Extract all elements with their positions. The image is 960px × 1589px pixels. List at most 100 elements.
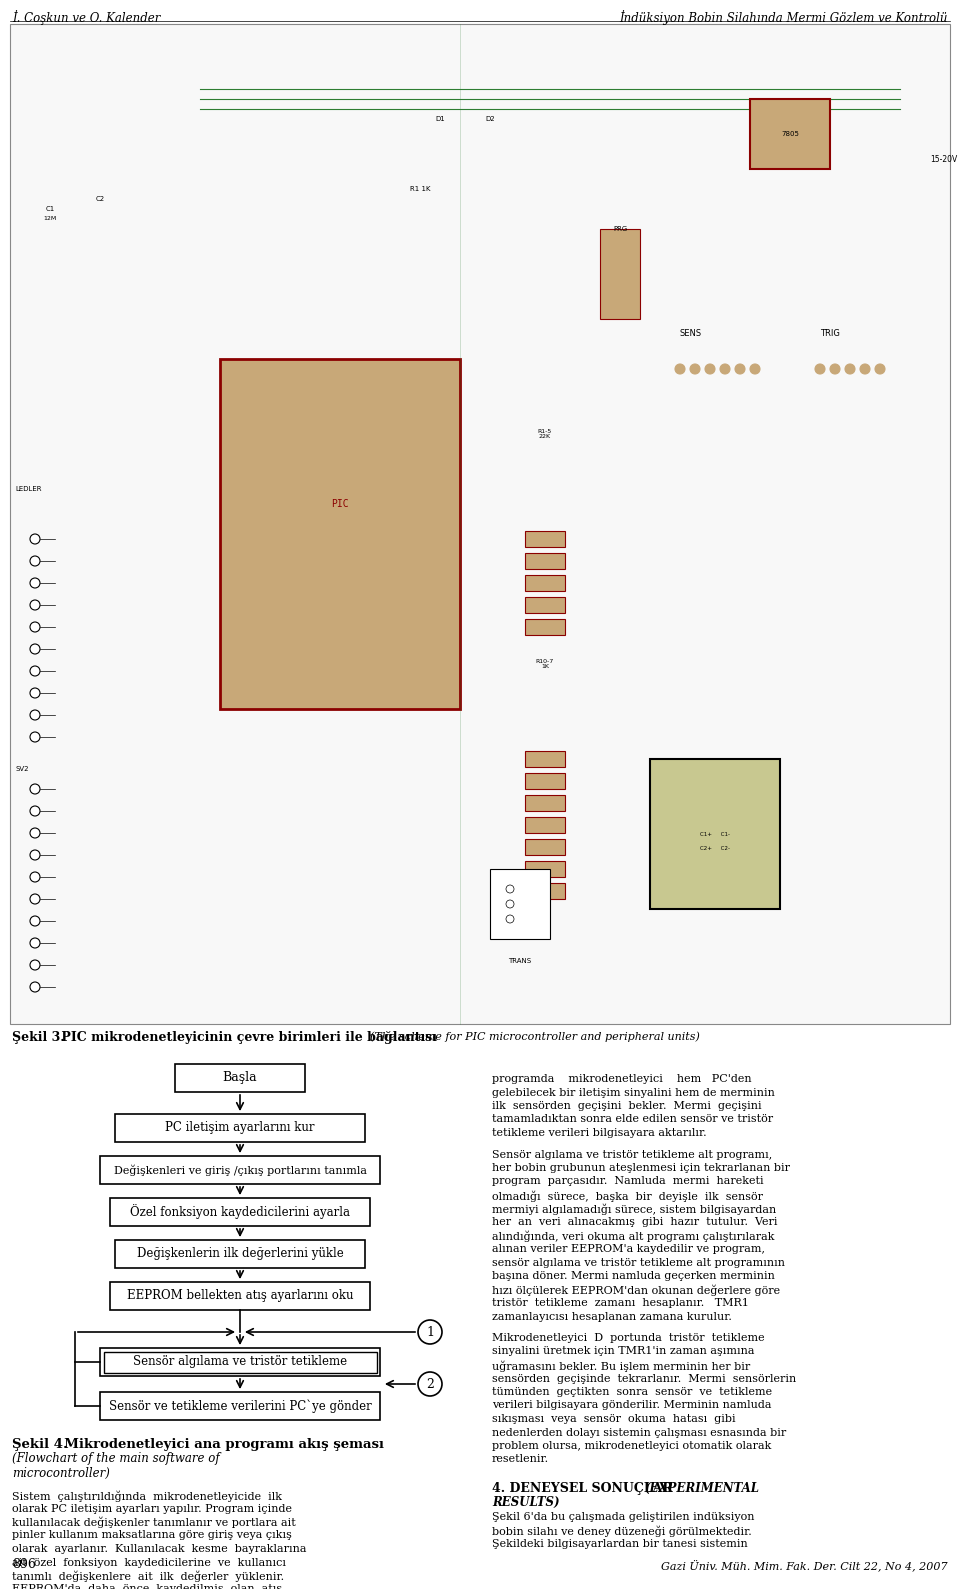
Bar (650, 760, 780, 909)
Text: PIC mikrodenetleyicinin çevre birimleri ile bağlantısı: PIC mikrodenetleyicinin çevre birimleri … (57, 1031, 442, 1044)
Circle shape (30, 621, 40, 632)
Bar (525, 794, 565, 810)
Bar (525, 597, 565, 613)
Text: tamamladıktan sonra elde edilen sensör ve tristör: tamamladıktan sonra elde edilen sensör v… (492, 1114, 773, 1125)
Bar (104, 1352, 376, 1373)
Text: D2: D2 (485, 116, 494, 122)
Text: resetlenir.: resetlenir. (492, 1454, 549, 1465)
Text: her bobin grubunun ateşlenmesi için tekrarlanan bir: her bobin grubunun ateşlenmesi için tekr… (492, 1163, 790, 1173)
Text: İ. Coşkun ve O. Kalender: İ. Coşkun ve O. Kalender (12, 10, 160, 25)
Text: tetikleme verileri bilgisayara aktarılır.: tetikleme verileri bilgisayara aktarılır… (492, 1128, 707, 1138)
Bar (525, 817, 565, 833)
Circle shape (30, 806, 40, 817)
Text: zamanlayıcısı hesaplanan zamana kurulur.: zamanlayıcısı hesaplanan zamana kurulur. (492, 1311, 732, 1322)
Text: sıkışması  veya  sensör  okuma  hatası  gibi: sıkışması veya sensör okuma hatası gibi (492, 1414, 735, 1424)
Circle shape (735, 364, 745, 373)
Text: Özel fonksiyon kaydedicilerini ayarla: Özel fonksiyon kaydedicilerini ayarla (130, 1204, 350, 1219)
Circle shape (30, 895, 40, 904)
Text: olarak  ayarlanır.  Kullanılacak  kesme  bayraklarına: olarak ayarlanır. Kullanılacak kesme bay… (12, 1545, 306, 1554)
Circle shape (30, 982, 40, 992)
Text: kullanılacak değişkenler tanımlanır ve portlara ait: kullanılacak değişkenler tanımlanır ve p… (12, 1517, 296, 1529)
Text: ilk  sensörden  geçişini  bekler.  Mermi  geçişini: ilk sensörden geçişini bekler. Mermi geç… (492, 1101, 761, 1111)
Text: (The scheme for PIC microcontroller and peripheral units): (The scheme for PIC microcontroller and … (370, 1031, 700, 1041)
Bar (525, 752, 565, 767)
Text: R1-5
22K: R1-5 22K (538, 429, 552, 440)
Circle shape (30, 601, 40, 610)
Bar (110, 1282, 370, 1309)
Text: alınan veriler EEPROM'a kaydedilir ve program,: alınan veriler EEPROM'a kaydedilir ve pr… (492, 1244, 765, 1254)
Bar (220, 359, 460, 709)
Text: başına döner. Mermi namluda geçerken merminin: başına döner. Mermi namluda geçerken mer… (492, 1271, 775, 1281)
Text: olmadığı  sürece,  başka  bir  deyişle  ilk  sensör: olmadığı sürece, başka bir deyişle ilk s… (492, 1190, 763, 1201)
Text: C2+     C2-: C2+ C2- (700, 847, 730, 852)
Circle shape (506, 915, 514, 923)
Text: Gazi Üniv. Müh. Mim. Fak. Der. Cilt 22, No 4, 2007: Gazi Üniv. Müh. Mim. Fak. Der. Cilt 22, … (661, 1559, 948, 1572)
Bar (525, 883, 565, 899)
Text: SV2: SV2 (15, 766, 29, 772)
Text: 15-20V: 15-20V (930, 154, 957, 164)
Circle shape (845, 364, 855, 373)
Text: TRANS: TRANS (509, 958, 532, 965)
Text: PIC: PIC (331, 499, 348, 508)
Text: PC iletişim ayarlarını kur: PC iletişim ayarlarını kur (165, 1122, 315, 1135)
Bar (100, 1347, 380, 1376)
Text: 1: 1 (426, 1325, 434, 1338)
Text: Şekildeki bilgisayarlardan bir tanesi sistemin: Şekildeki bilgisayarlardan bir tanesi si… (492, 1540, 748, 1549)
Text: EEPROM bellekten atış ayarlarını oku: EEPROM bellekten atış ayarlarını oku (127, 1290, 353, 1303)
Text: mermiyi algılamadığı sürece, sistem bilgisayardan: mermiyi algılamadığı sürece, sistem bilg… (492, 1203, 777, 1216)
Circle shape (418, 1371, 442, 1397)
Bar (115, 1114, 365, 1142)
Circle shape (690, 364, 700, 373)
Text: sinyalini üretmek için TMR1'in zaman aşımına: sinyalini üretmek için TMR1'in zaman aşı… (492, 1346, 755, 1357)
Bar (175, 1065, 305, 1092)
Circle shape (875, 364, 885, 373)
Circle shape (750, 364, 760, 373)
Text: programda    mikrodenetleyici    hem   PC'den: programda mikrodenetleyici hem PC'den (492, 1074, 752, 1084)
Circle shape (720, 364, 730, 373)
Bar (100, 1392, 380, 1421)
Bar (600, 229, 640, 319)
Bar (10, 24, 950, 1023)
Text: tümünden  geçtikten  sonra  sensör  ve  tetikleme: tümünden geçtikten sonra sensör ve tetik… (492, 1387, 772, 1397)
Text: program  parçasıdır.  Namluda  mermi  hareketi: program parçasıdır. Namluda mermi hareke… (492, 1176, 763, 1187)
Text: sensörden  geçişinde  tekrarlanır.  Mermi  sensörlerin: sensörden geçişinde tekrarlanır. Mermi s… (492, 1373, 796, 1384)
Circle shape (30, 534, 40, 543)
Text: sensör algılama ve tristör tetikleme alt programının: sensör algılama ve tristör tetikleme alt… (492, 1257, 785, 1268)
Circle shape (418, 1320, 442, 1344)
Bar (525, 861, 565, 877)
Text: problem olursa, mikrodenetleyici otomatik olarak: problem olursa, mikrodenetleyici otomati… (492, 1441, 772, 1451)
Circle shape (30, 872, 40, 882)
Bar (525, 531, 565, 547)
Text: Sistem  çalıştırıldığında  mikrodenetleyicide  ilk: Sistem çalıştırıldığında mikrodenetleyic… (12, 1490, 282, 1502)
Text: Başla: Başla (223, 1071, 257, 1085)
Text: 4. DENEYSEL SONUÇLAR: 4. DENEYSEL SONUÇLAR (492, 1483, 677, 1495)
Text: Şekil 3.: Şekil 3. (12, 1031, 64, 1044)
Circle shape (30, 938, 40, 949)
Bar (525, 839, 565, 855)
Text: EEPROM'da  daha  önce  kaydedilmiş  olan  atış: EEPROM'da daha önce kaydedilmiş olan atı… (12, 1584, 282, 1589)
Bar (525, 620, 565, 636)
Bar (525, 772, 565, 790)
Circle shape (30, 733, 40, 742)
Circle shape (30, 783, 40, 794)
Text: Değişkenleri ve giriş /çıkış portlarını tanımla: Değişkenleri ve giriş /çıkış portlarını … (113, 1165, 367, 1176)
Text: ait  özel  fonksiyon  kaydedicilerine  ve  kullanıcı: ait özel fonksiyon kaydedicilerine ve ku… (12, 1557, 286, 1567)
Circle shape (860, 364, 870, 373)
Text: C1+     C1-: C1+ C1- (700, 831, 730, 836)
Circle shape (30, 915, 40, 926)
Text: Mikrodenetleyici ana programı akış şeması: Mikrodenetleyici ana programı akış şemas… (55, 1438, 389, 1451)
Text: TRIG: TRIG (820, 329, 840, 338)
Text: uğramasını bekler. Bu işlem merminin her bir: uğramasını bekler. Bu işlem merminin her… (492, 1360, 751, 1371)
Circle shape (506, 899, 514, 907)
Text: 2: 2 (426, 1378, 434, 1390)
Text: Sensör algılama ve tristör tetikleme alt programı,: Sensör algılama ve tristör tetikleme alt… (492, 1149, 772, 1160)
Text: hızı ölçülerek EEPROM'dan okunan değerlere göre: hızı ölçülerek EEPROM'dan okunan değerle… (492, 1284, 780, 1297)
Text: Şekil 6'da bu çalışmada geliştirilen indüksiyon: Şekil 6'da bu çalışmada geliştirilen ind… (492, 1513, 755, 1522)
Bar (100, 1157, 380, 1184)
Text: C1: C1 (45, 207, 55, 211)
Circle shape (30, 556, 40, 566)
Text: 12M: 12M (43, 216, 57, 221)
Circle shape (506, 885, 514, 893)
Text: R10-7
1K: R10-7 1K (536, 658, 554, 669)
Text: 896: 896 (12, 1557, 36, 1572)
